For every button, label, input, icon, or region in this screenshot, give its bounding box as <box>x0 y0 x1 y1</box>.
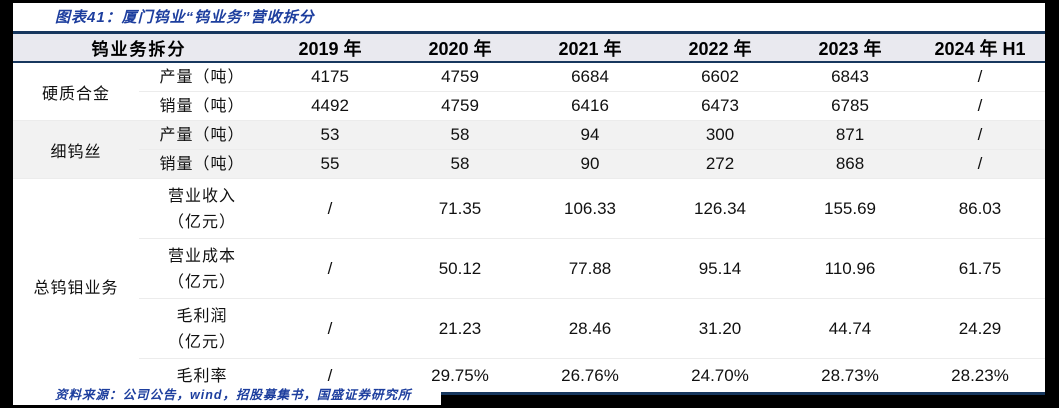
metric-label-line2: （亿元） <box>167 271 236 291</box>
value-cell: / <box>915 91 1045 121</box>
value-cell: 28.23% <box>951 365 1009 385</box>
value-cell: 58 <box>395 120 525 150</box>
value-cell: 95.14 <box>655 238 785 299</box>
value-cell: 4759 <box>395 62 525 92</box>
metric-label-line1: 营业成本 <box>167 245 236 265</box>
value-cell: 31.20 <box>655 298 785 359</box>
value-cell: 55 <box>265 149 395 179</box>
value-cell: 77.88 <box>525 238 655 299</box>
value-cell: 4759 <box>395 91 525 121</box>
metric-label-line2: （亿元） <box>167 331 236 351</box>
value-cell: 44.74 <box>785 298 915 359</box>
tungsten-business-table: 钨业务拆分 2019 年 2020 年 2021 年 2022 年 2023 年 2024 … <box>13 31 1045 395</box>
value-cell: 21.23 <box>395 298 525 359</box>
figure-panel: 图表41：厦门钨业“钨业务”营收拆分 钨业务拆分 2019 年 2020 年 2021… <box>13 3 1045 395</box>
value-cell: 300 <box>655 120 785 150</box>
value-cell: 106.33 <box>525 178 655 239</box>
table-row: 销量（吨） 55 58 90 272 868/ <box>13 149 1045 179</box>
value-cell: 94 <box>525 120 655 150</box>
value-cell: 28.46 <box>525 298 655 359</box>
value-cell: 6416 <box>525 91 655 121</box>
table-row: 毛利润 （亿元） /21.23 28.46 31.20 44.74 24.29 <box>13 298 1045 359</box>
value-cell: / <box>265 178 395 239</box>
metric-label-cell: 产量（吨） <box>139 120 265 150</box>
value-cell: 6602 <box>655 62 785 92</box>
metric-label-line1: 产量（吨） <box>159 67 245 86</box>
metric-label-cell: 毛利率 <box>139 359 265 394</box>
value-cell: 868 <box>785 149 915 179</box>
metric-label-line2: （亿元） <box>167 211 236 231</box>
value-cell: 155.69 <box>785 178 915 239</box>
year-header: 2023 年 <box>785 32 915 63</box>
metric-label-cell: 营业成本 （亿元） <box>139 238 265 299</box>
source-note: 资料来源：公司公告，wind，招股募集书，国盛证券研究所 <box>55 388 412 402</box>
value-cell: 6785 <box>785 91 915 121</box>
group-name-cell: 细钨丝 <box>13 120 139 179</box>
table-row: 营业成本 （亿元） /50.12 77.88 95.14 110.96 61.75 <box>13 238 1045 299</box>
table-header-row: 钨业务拆分 2019 年 2020 年 2021 年 2022 年 2023 年 2024 … <box>13 32 1045 63</box>
value-cell: 24.29 <box>915 298 1045 359</box>
value-cell: 24.70% <box>691 365 749 385</box>
value-cell: / <box>915 120 1045 150</box>
value-cell: / <box>327 365 333 385</box>
group-name-cell: 总钨钼业务 <box>13 178 139 394</box>
table-corner-header: 钨业务拆分 <box>13 32 265 63</box>
year-header: 2022 年 <box>655 32 785 63</box>
value-cell: 29.75% <box>431 365 489 385</box>
value-cell: / <box>915 149 1045 179</box>
metric-label-cell: 营业收入 （亿元） <box>139 178 265 239</box>
year-header: 2020 年 <box>395 32 525 63</box>
year-header: 2019 年 <box>265 32 395 63</box>
source-strip: 资料来源：公司公告，wind，招股募集书，国盛证券研究所 <box>13 385 441 405</box>
value-cell: 26.76% <box>561 365 619 385</box>
value-cell: 53 <box>265 120 395 150</box>
value-cell: / <box>265 298 395 359</box>
value-cell: / <box>915 62 1045 92</box>
value-cell: 871 <box>785 120 915 150</box>
metric-label-line1: 销量（吨） <box>159 96 245 115</box>
value-cell: 126.34 <box>655 178 785 239</box>
metric-label-line1: 产量（吨） <box>159 125 245 144</box>
value-cell: 6473 <box>655 91 785 121</box>
table-row: 细钨丝 产量（吨） 53 58 94 300 871/ <box>13 120 1045 179</box>
group-name-cell: 硬质合金 <box>13 62 139 121</box>
year-header: 2024 年 H1 <box>915 32 1045 63</box>
metric-label-line1: 毛利率 <box>176 365 228 385</box>
metric-label-cell: 销量（吨） <box>139 91 265 121</box>
value-cell: 110.96 <box>785 238 915 299</box>
value-cell: / <box>265 238 395 299</box>
value-cell: 28.73% <box>821 365 879 385</box>
value-cell: 6843 <box>785 62 915 92</box>
metric-label-cell: 销量（吨） <box>139 149 265 179</box>
value-cell: 71.35 <box>395 178 525 239</box>
metric-label-cell: 产量（吨） <box>139 62 265 92</box>
value-cell: 58 <box>395 149 525 179</box>
year-header: 2021 年 <box>525 32 655 63</box>
metric-label-line1: 营业收入 <box>167 185 236 205</box>
value-cell: 86.03 <box>915 178 1045 239</box>
metric-label-cell: 毛利润 （亿元） <box>139 298 265 359</box>
value-cell: 90 <box>525 149 655 179</box>
value-cell: 50.12 <box>395 238 525 299</box>
metric-label-line1: 毛利润 <box>176 305 228 325</box>
value-cell: 272 <box>655 149 785 179</box>
value-cell: 61.75 <box>915 238 1045 299</box>
value-cell: 6684 <box>525 62 655 92</box>
value-cell: 4492 <box>265 91 395 121</box>
table-row: 销量（吨） 4492 4759 6416 6473 6785/ <box>13 91 1045 121</box>
metric-label-line1: 销量（吨） <box>159 154 245 173</box>
table-row: 硬质合金 产量（吨） 4175 4759 6684 6602 6843/ <box>13 62 1045 121</box>
table-row: 毛利率 / 29.75% 26.76% 24.70% 28.73% 28.23% <box>13 359 1045 394</box>
figure-title: 图表41：厦门钨业“钨业务”营收拆分 <box>55 9 315 26</box>
value-cell: 4175 <box>265 62 395 92</box>
table-row: 总钨钼业务 营业收入 （亿元）/71.35 106.33 126.34 155.69 86.… <box>13 178 1045 394</box>
